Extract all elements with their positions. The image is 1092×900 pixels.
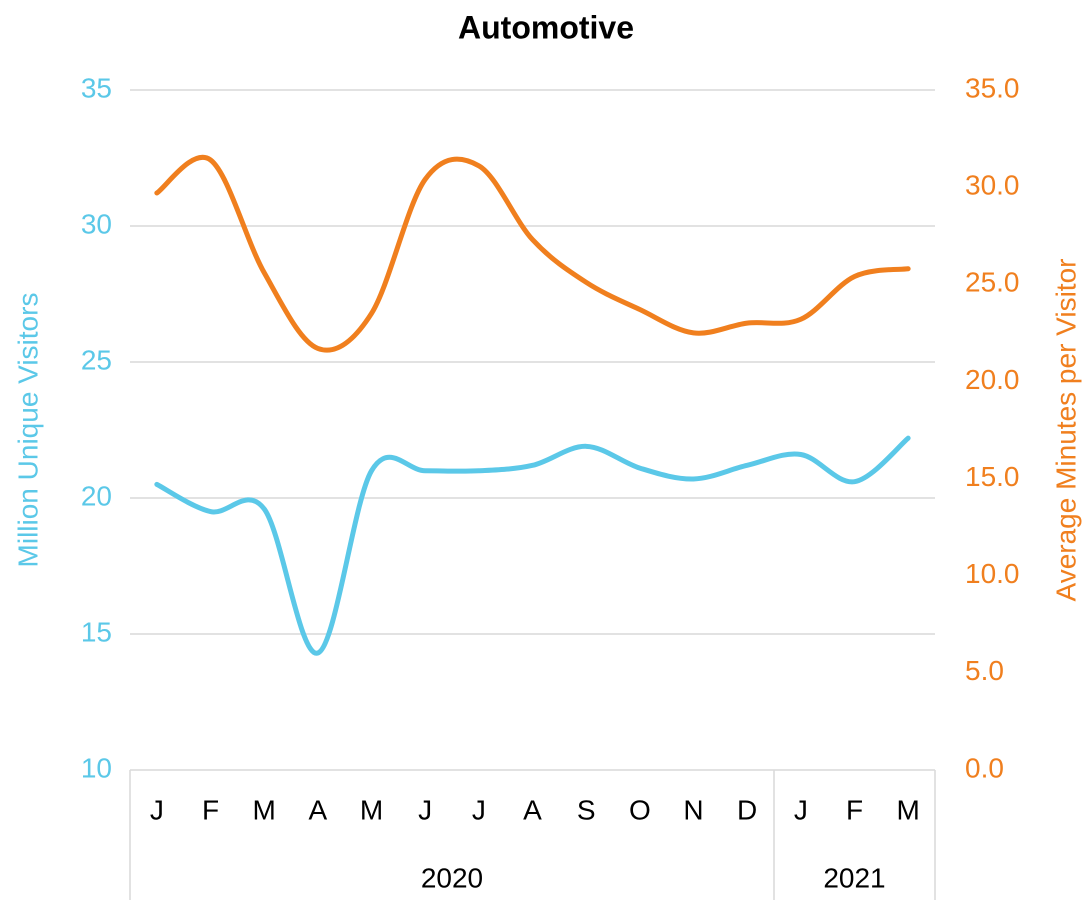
y2-tick-label: 10.0 (965, 558, 1020, 589)
series-line (154, 154, 911, 353)
y-tick-label: 20 (81, 480, 112, 511)
x-tick-label: J (794, 794, 808, 825)
x-tick-label: A (308, 794, 327, 825)
y2-tick-label: 5.0 (965, 655, 1004, 686)
y-tick-label: 10 (81, 752, 112, 783)
x-tick-label: N (683, 794, 703, 825)
chart-title: Automotive (458, 9, 634, 45)
x-tick-label: A (523, 794, 542, 825)
y2-tick-label: 30.0 (965, 170, 1020, 201)
y-axis-label: Million Unique Visitors (12, 293, 43, 568)
y2-tick-label: 15.0 (965, 461, 1020, 492)
x-tick-label: J (150, 794, 164, 825)
y2-axis-label: Average Minutes per Visitor (1050, 259, 1081, 602)
x-tick-label: F (846, 794, 863, 825)
x-tick-label: M (360, 794, 383, 825)
x-group-label: 2021 (823, 862, 885, 893)
y2-tick-label: 25.0 (965, 267, 1020, 298)
x-tick-label: J (418, 794, 432, 825)
x-group-label: 2020 (421, 862, 483, 893)
series-line (154, 435, 911, 656)
y-tick-label: 30 (81, 208, 112, 239)
x-tick-label: D (737, 794, 757, 825)
y-tick-label: 35 (81, 72, 112, 103)
y-tick-label: 25 (81, 344, 112, 375)
y-tick-label: 15 (81, 616, 112, 647)
y2-tick-label: 0.0 (965, 752, 1004, 783)
x-tick-label: O (629, 794, 651, 825)
y2-tick-label: 20.0 (965, 364, 1020, 395)
x-tick-label: F (202, 794, 219, 825)
x-tick-label: M (897, 794, 920, 825)
x-tick-label: J (472, 794, 486, 825)
x-tick-label: S (577, 794, 596, 825)
y2-tick-label: 35.0 (965, 72, 1020, 103)
x-tick-label: M (253, 794, 276, 825)
